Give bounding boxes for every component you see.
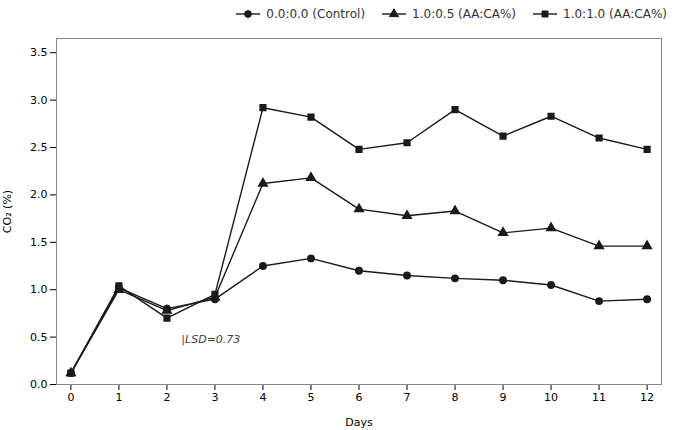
svg-text:1.0: 1.0 (30, 283, 48, 296)
svg-text:8: 8 (452, 391, 459, 404)
svg-text:3: 3 (211, 391, 218, 404)
svg-text:2.0: 2.0 (30, 188, 48, 201)
svg-text:6: 6 (356, 391, 363, 404)
svg-text:3.0: 3.0 (30, 94, 48, 107)
svg-text:0.0: 0.0 (30, 378, 48, 391)
svg-text:10: 10 (544, 391, 558, 404)
svg-text:11: 11 (592, 391, 606, 404)
svg-text:0.5: 0.5 (30, 331, 48, 344)
svg-text:0: 0 (67, 391, 74, 404)
svg-text:3.5: 3.5 (30, 46, 48, 59)
svg-text:|LSD=0.73: |LSD=0.73 (181, 333, 240, 346)
svg-text:4: 4 (259, 391, 266, 404)
svg-text:2: 2 (163, 391, 170, 404)
svg-text:7: 7 (404, 391, 411, 404)
svg-text:Days: Days (345, 416, 373, 429)
svg-text:1: 1 (115, 391, 122, 404)
svg-text:CO₂ (%): CO₂ (%) (1, 190, 14, 233)
svg-text:2.5: 2.5 (30, 141, 48, 154)
html-text:1.0:0.5 (AA:CA%): 1.0:0.5 (AA:CA%) (412, 7, 516, 21)
html-text:0.0:0.0 (Control): 0.0:0.0 (Control) (266, 7, 366, 21)
svg-text:5: 5 (307, 391, 314, 404)
html-text:1.0:1.0 (AA:CA%): 1.0:1.0 (AA:CA%) (563, 7, 667, 21)
svg-text:9: 9 (500, 391, 507, 404)
svg-text:1.5: 1.5 (30, 236, 48, 249)
svg-text:12: 12 (640, 391, 654, 404)
